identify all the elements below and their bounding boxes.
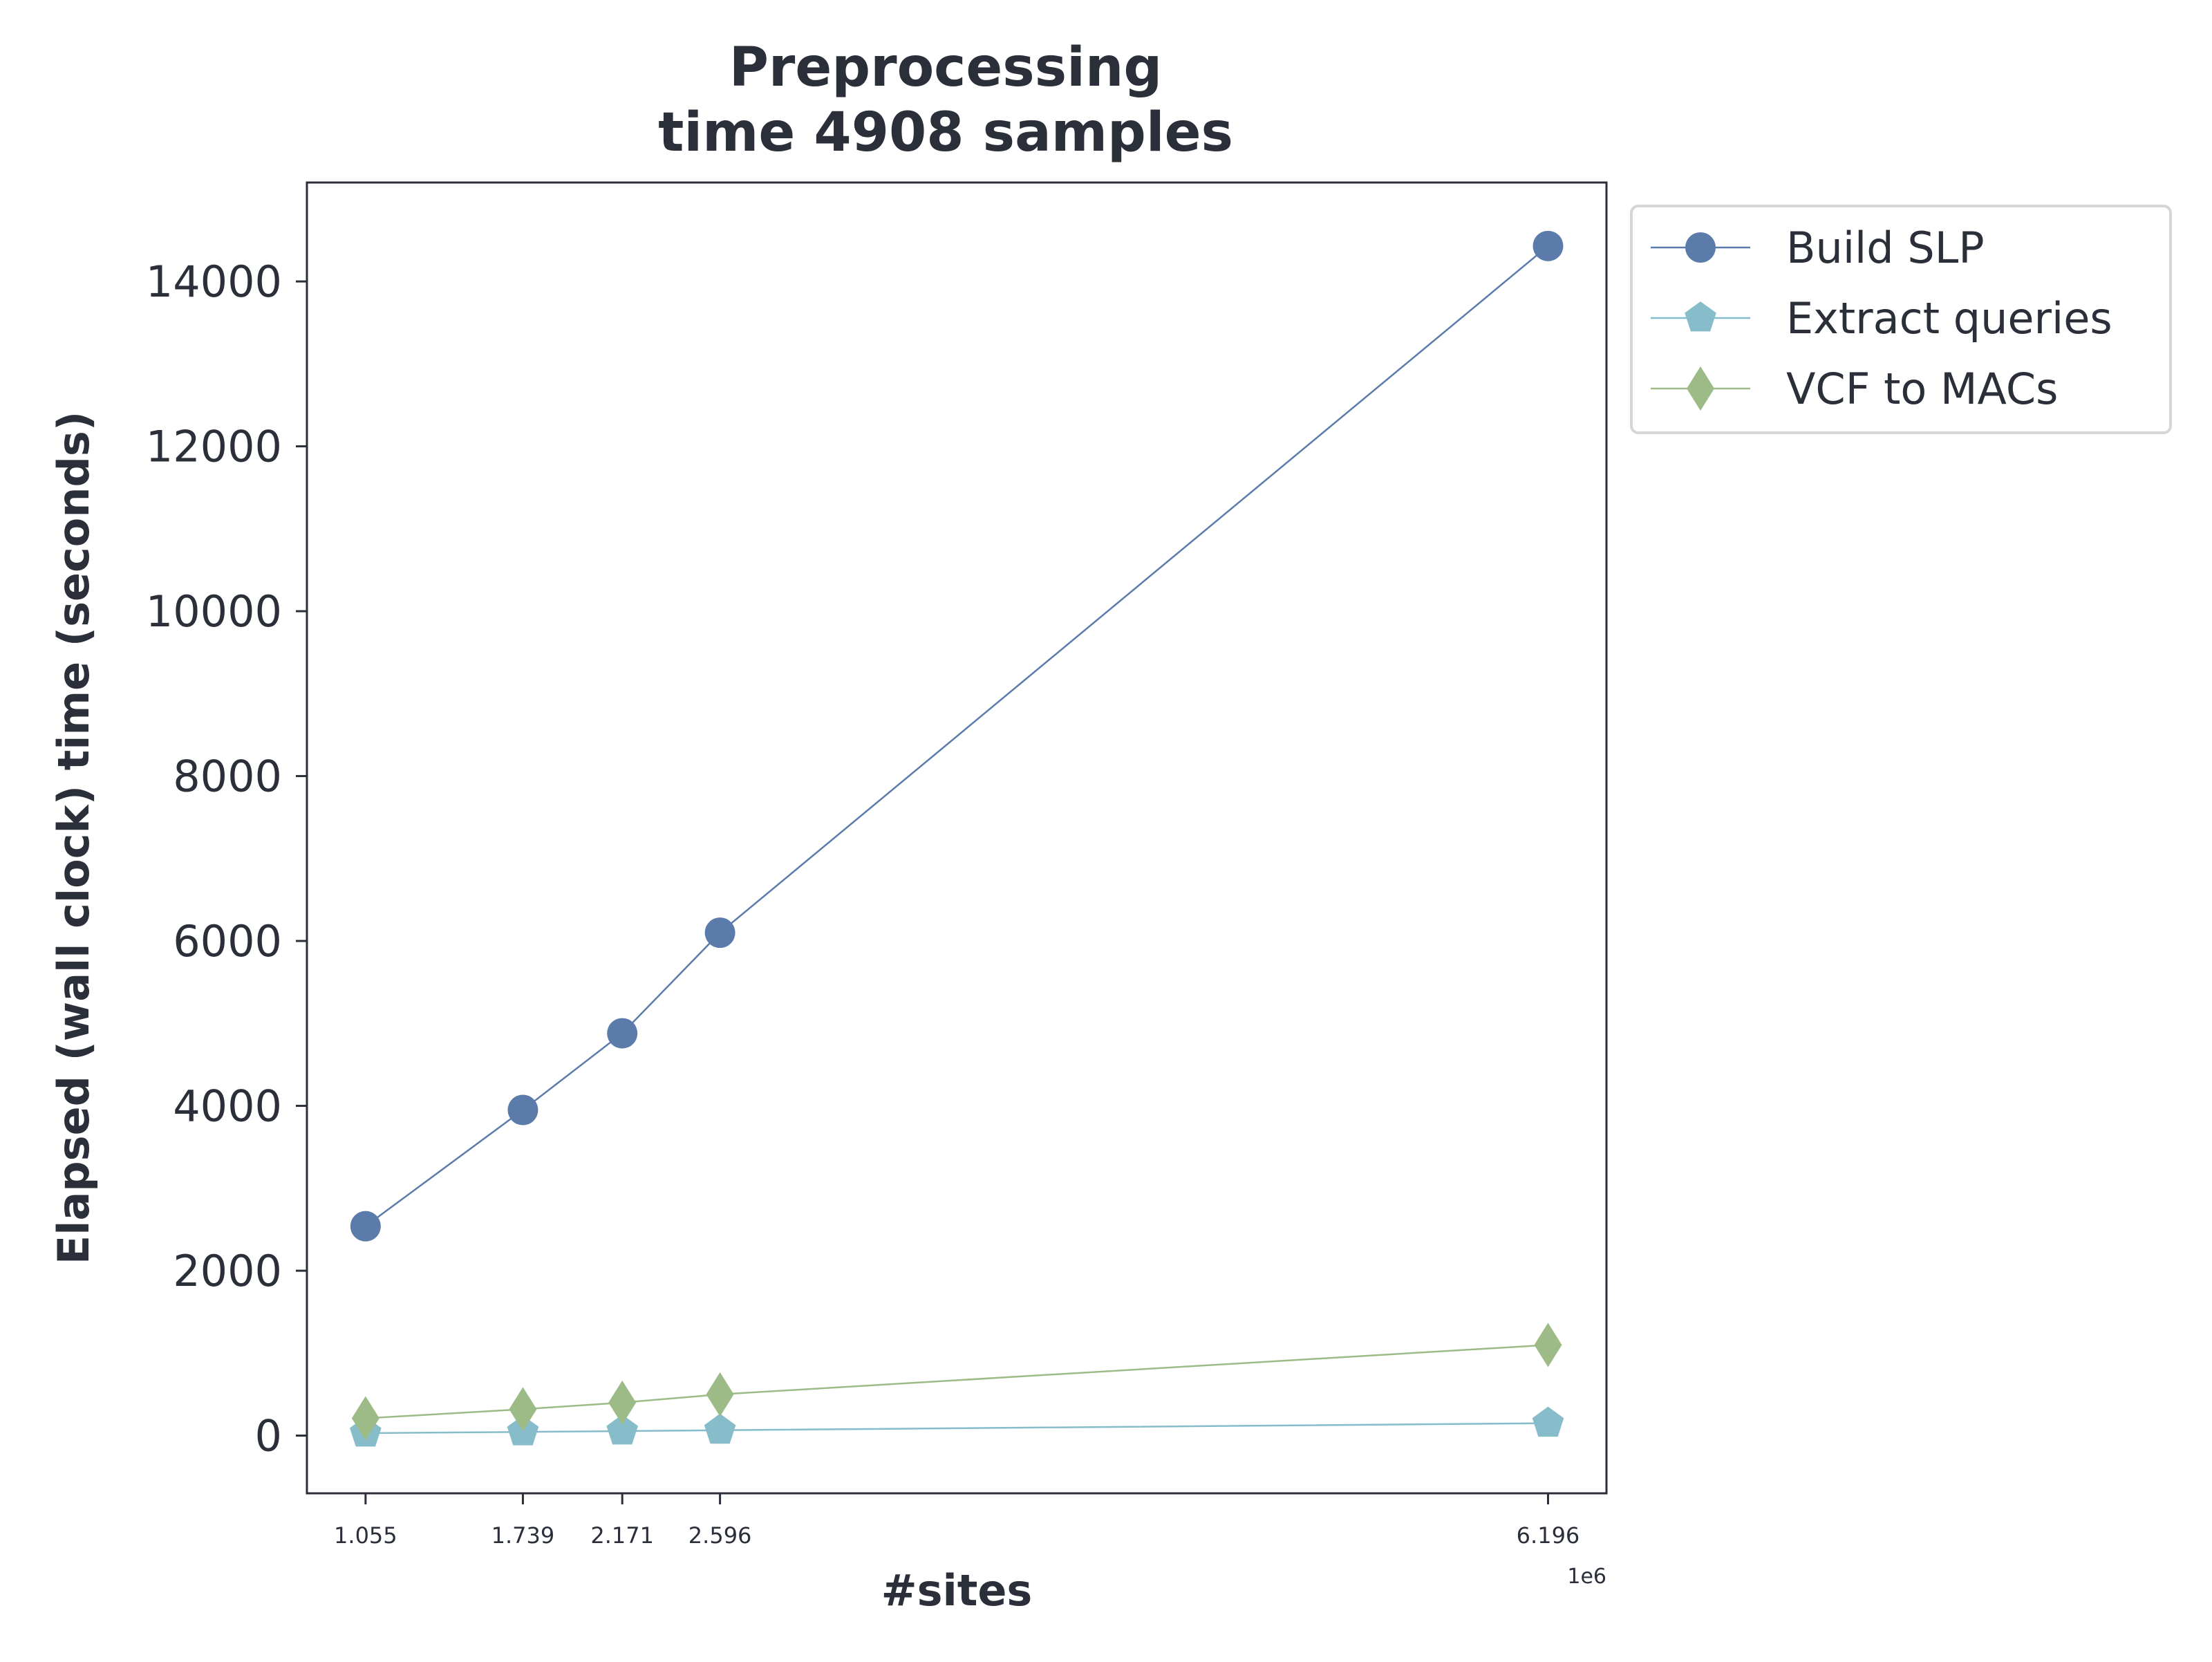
y-axis-label: Elapsed (wall clock) time (seconds) — [48, 411, 99, 1264]
x-tick-label: 2.596 — [688, 1522, 752, 1549]
legend-label-extract-queries: Extract queries — [1786, 293, 2112, 344]
chart-title-line-2: time 4908 samples — [658, 102, 1233, 164]
y-tick-label: 0 — [255, 1411, 282, 1462]
data-point-vcf-to-macs — [608, 1380, 637, 1425]
x-axis-offset-label: 1e6 — [1567, 1565, 1606, 1589]
legend-frame — [1630, 205, 2172, 434]
data-point-build-slp — [704, 917, 735, 949]
y-axis: 0 2000 4000 6000 8000 10000 12000 14000 — [146, 256, 307, 1462]
data-point-build-slp — [607, 1018, 638, 1049]
data-point-vcf-to-macs — [706, 1372, 734, 1417]
x-tick-label: 2.171 — [590, 1522, 654, 1549]
y-tick-label: 6000 — [173, 916, 282, 967]
data-point-build-slp — [507, 1094, 538, 1126]
data-point-build-slp — [1533, 230, 1564, 261]
legend-label-build-slp: Build SLP — [1786, 223, 1985, 273]
legend-marker-build-slp — [1685, 232, 1716, 263]
series-line-build-slp — [365, 245, 1549, 1227]
data-point-vcf-to-macs — [509, 1387, 537, 1432]
legend-marker-vcf-to-macs — [1687, 366, 1714, 411]
data-point-vcf-to-macs — [1534, 1323, 1562, 1367]
series-line-extract-queries — [365, 1422, 1548, 1435]
data-point-extract-queries — [606, 1414, 638, 1445]
plot-area-frame — [306, 181, 1608, 1495]
y-tick-label: 14000 — [146, 256, 282, 307]
series-line-vcf-to-macs — [365, 1344, 1548, 1419]
x-axis-label: #sites — [881, 1565, 1033, 1616]
data-point-vcf-to-macs — [351, 1396, 379, 1441]
data-point-extract-queries — [1532, 1406, 1564, 1437]
x-axis: 1.055 1.739 2.171 2.596 6.196 — [334, 1493, 1580, 1549]
legend-marker-extract-queries — [1685, 301, 1716, 332]
x-tick-label: 6.196 — [1517, 1522, 1580, 1549]
series-layer — [350, 230, 1564, 1447]
data-point-build-slp — [350, 1211, 381, 1242]
y-tick-label: 4000 — [173, 1081, 282, 1132]
y-tick-label: 8000 — [173, 751, 282, 802]
legend: Build SLP Extract queries VCF to MACs — [1630, 205, 2172, 434]
chart-title-line-1: Preprocessing — [729, 37, 1163, 99]
y-tick-label: 10000 — [146, 586, 282, 637]
x-tick-label: 1.739 — [491, 1522, 555, 1549]
legend-label-vcf-to-macs: VCF to MACs — [1786, 364, 2058, 414]
y-tick-label: 12000 — [146, 422, 282, 472]
x-tick-label: 1.055 — [334, 1522, 397, 1549]
data-point-extract-queries — [704, 1413, 736, 1444]
y-tick-label: 2000 — [173, 1246, 282, 1296]
